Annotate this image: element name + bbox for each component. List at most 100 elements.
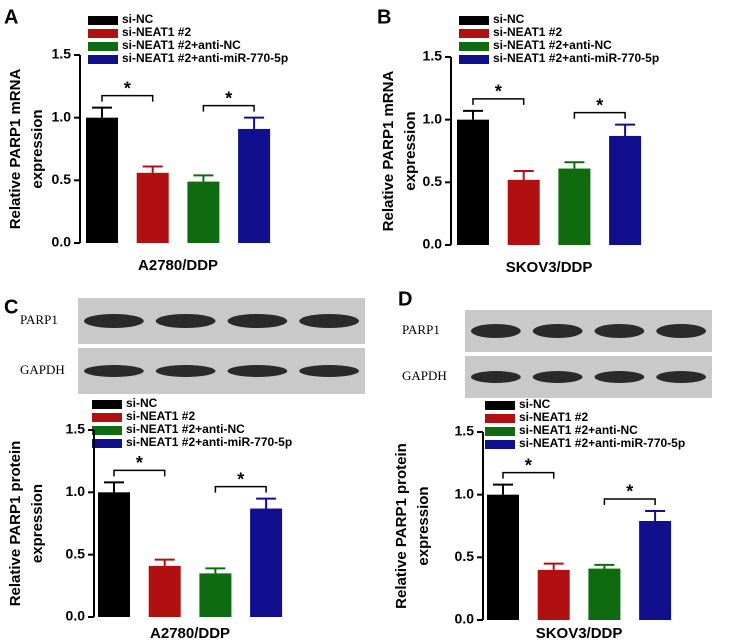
blot-band	[471, 371, 521, 383]
error-bar	[615, 123, 636, 136]
legend-swatch	[459, 29, 489, 38]
error-bar	[493, 483, 513, 495]
blot-band	[594, 371, 645, 383]
y-axis-label: expression	[29, 484, 46, 563]
legend-swatch	[485, 401, 515, 410]
blot-band	[299, 314, 359, 328]
error-bar	[256, 497, 277, 509]
bar	[199, 573, 232, 617]
legend-label: si-NEAT1 #2	[126, 409, 195, 423]
legend-swatch	[88, 55, 118, 64]
x-axis-label: A2780/DDP	[150, 625, 230, 641]
legend-swatch	[459, 55, 489, 64]
blot-label: GAPDH	[402, 368, 447, 383]
legend-label: si-NEAT1 #2+anti-miR-770-5p	[493, 51, 659, 65]
legend-swatch	[88, 29, 118, 38]
error-bar	[205, 567, 226, 574]
panel-letter: B	[377, 6, 391, 28]
blot-band	[532, 324, 583, 338]
y-tick-label: 0.0	[455, 611, 475, 627]
legend-label: si-NC	[519, 397, 551, 411]
y-axis-label: expression	[415, 486, 432, 565]
blot-band	[155, 314, 216, 328]
significance-bracket	[603, 498, 656, 505]
significance-star: *	[525, 455, 532, 475]
bar	[250, 508, 283, 617]
y-tick-label: 1.5	[52, 46, 72, 62]
legend-label: si-NC	[122, 12, 154, 26]
error-bar	[142, 165, 163, 173]
legend-label: si-NC	[126, 396, 158, 410]
y-tick-label: 1.0	[455, 485, 475, 501]
legend-label: si-NEAT1 #2	[519, 410, 588, 424]
legend-label: si-NEAT1 #2+anti-miR-770-5p	[519, 436, 685, 450]
bar	[148, 565, 181, 617]
y-tick-label: 0.0	[423, 236, 443, 252]
bar	[98, 492, 130, 617]
significance-bracket	[502, 471, 555, 479]
y-axis-label: Relative PARP1 mRNA	[7, 69, 24, 230]
y-tick-label: 1.5	[423, 48, 443, 64]
significance-bracket	[113, 469, 166, 477]
error-bar	[193, 174, 214, 182]
legend-swatch	[485, 427, 515, 436]
y-axis-label: Relative PARP1 protein	[7, 441, 24, 607]
error-bar	[543, 562, 564, 570]
y-tick-label: 0.5	[455, 548, 475, 564]
bar	[588, 568, 621, 620]
error-bar	[645, 509, 666, 521]
bar	[507, 179, 540, 245]
blot-band	[227, 314, 288, 328]
significance-bracket	[472, 98, 525, 105]
blot-band	[594, 324, 645, 338]
blot-band	[471, 324, 521, 338]
blot-band	[227, 365, 288, 377]
y-tick-label: 0.5	[66, 545, 86, 561]
legend-swatch	[459, 16, 489, 25]
bar	[487, 494, 519, 620]
x-axis-label: SKOV3/DDP	[506, 259, 593, 276]
legend-label: si-NEAT1 #2+anti-NC	[519, 423, 638, 437]
bar	[86, 117, 118, 243]
y-tick-label: 1.5	[455, 423, 475, 439]
y-axis-label: expression	[29, 109, 46, 188]
error-bar	[594, 563, 615, 569]
legend-swatch	[92, 439, 122, 448]
error-bar	[564, 161, 585, 169]
panel-letter: D	[398, 288, 412, 310]
y-tick-label: 0.5	[52, 171, 72, 187]
y-tick-label: 0.5	[423, 173, 443, 189]
legend-label: si-NEAT1 #2	[493, 25, 562, 39]
y-tick-label: 0.0	[66, 608, 86, 624]
significance-star: *	[626, 482, 633, 502]
significance-bracket	[573, 111, 626, 119]
blot-band	[155, 365, 216, 377]
x-axis-label: A2780/DDP	[138, 257, 218, 274]
legend-swatch	[88, 16, 118, 25]
y-tick-label: 1.0	[52, 108, 72, 124]
y-axis-label: Relative PARP1 protein	[393, 443, 410, 609]
legend-label: si-NC	[493, 12, 525, 26]
significance-star: *	[495, 82, 502, 102]
bar	[609, 135, 642, 245]
bar	[136, 172, 169, 243]
blot-label: PARP1	[402, 322, 440, 337]
panel-letter: A	[4, 6, 18, 28]
legend-label: si-NEAT1 #2+anti-miR-770-5p	[122, 51, 288, 65]
legend-label: si-NEAT1 #2	[122, 25, 191, 39]
legend-swatch	[92, 413, 122, 422]
blot-label: GAPDH	[20, 362, 65, 377]
legend-swatch	[88, 42, 118, 51]
error-bar	[154, 558, 175, 566]
panel-letter: C	[4, 296, 18, 318]
bar	[238, 128, 271, 243]
y-axis-label: Relative PARP1 mRNA	[380, 71, 397, 232]
error-bar	[244, 116, 265, 129]
significance-star: *	[136, 453, 143, 473]
legend-label: si-NEAT1 #2+anti-NC	[126, 422, 245, 436]
significance-bracket	[202, 104, 255, 112]
error-bar	[92, 106, 112, 118]
significance-star: *	[237, 469, 244, 489]
blot-band	[532, 371, 583, 383]
